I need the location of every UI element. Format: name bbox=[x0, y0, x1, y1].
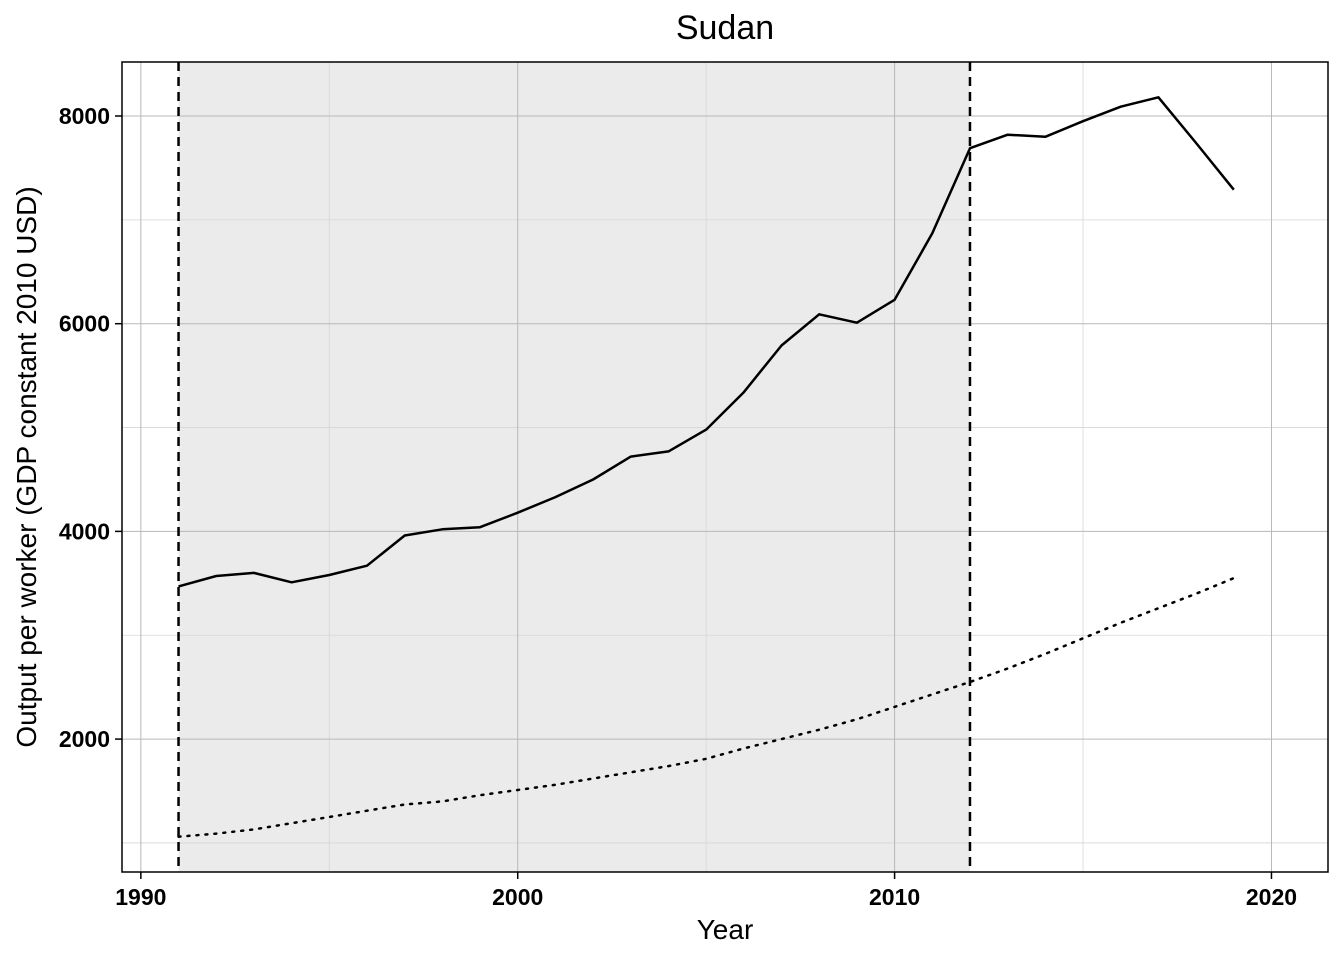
x-axis-label: Year bbox=[697, 914, 754, 945]
data-series bbox=[177, 96, 1236, 838]
x-tick-label: 2000 bbox=[492, 884, 543, 910]
series-line-solid bbox=[178, 96, 1235, 588]
chart-title: Sudan bbox=[676, 9, 774, 47]
x-axis-ticks: 1990 2000 2010 2020 bbox=[115, 872, 1297, 910]
y-tick-label: 8000 bbox=[59, 103, 110, 129]
x-tick-label: 2020 bbox=[1246, 884, 1297, 910]
y-tick-label: 6000 bbox=[59, 311, 110, 337]
y-tick-label: 2000 bbox=[59, 726, 110, 752]
period-boundary-lines bbox=[177, 62, 972, 872]
y-axis-ticks: 2000 4000 6000 8000 bbox=[59, 103, 122, 752]
series-line-dotted bbox=[177, 576, 1236, 838]
y-tick-label: 4000 bbox=[59, 518, 110, 544]
x-tick-label: 1990 bbox=[115, 884, 166, 910]
grid-lines bbox=[122, 62, 1328, 872]
y-axis-label: Output per worker (GDP constant 2010 USD… bbox=[11, 186, 42, 747]
plot-panel-border bbox=[121, 61, 1329, 873]
shaded-period bbox=[178, 62, 970, 872]
x-tick-label: 2010 bbox=[869, 884, 920, 910]
